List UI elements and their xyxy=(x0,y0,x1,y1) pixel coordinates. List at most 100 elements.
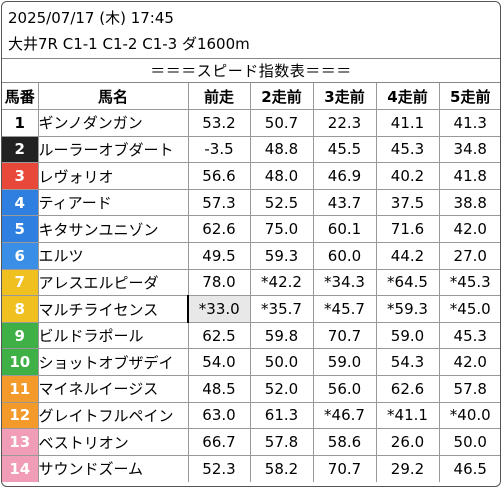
horse-number: 2 xyxy=(2,136,39,164)
table-row: 13 ベストリオン 66.7 57.8 58.6 26.0 50.0 xyxy=(2,428,500,456)
speed-index-cell: 54.0 xyxy=(188,348,251,377)
speed-index-cell: 45.3 xyxy=(439,322,500,350)
horse-name: ギンノダンガン xyxy=(38,109,189,137)
speed-index-cell: 50.0 xyxy=(439,428,500,456)
col-header-5-races-ago: 5走前 xyxy=(439,83,500,111)
race-info: 大井7R C1-1 C1-2 C1-3 ダ1600m xyxy=(8,35,250,53)
speed-index-cell: 63.0 xyxy=(188,402,251,430)
speed-index-cell: *41.1 xyxy=(376,402,440,430)
horse-name: マルチライセンス xyxy=(38,295,189,323)
speed-index-cell: 52.5 xyxy=(250,189,314,217)
horse-number: 9 xyxy=(2,322,39,350)
speed-index-cell: 50.7 xyxy=(250,109,314,137)
speed-index-cell: 52.0 xyxy=(250,375,314,403)
speed-index-cell: -3.5 xyxy=(188,136,251,164)
horse-number: 12 xyxy=(2,402,39,430)
table-row: 3 レヴォリオ 56.6 48.0 46.9 40.2 41.8 xyxy=(2,162,500,190)
horse-name: グレイトフルペイン xyxy=(38,402,189,430)
table-row: 1 ギンノダンガン 53.2 50.7 22.3 41.1 41.3 xyxy=(2,109,500,137)
speed-index-cell: 40.2 xyxy=(376,162,440,190)
speed-index-cell: 61.3 xyxy=(250,402,314,430)
table-title: ＝＝＝スピード指数表＝＝＝ xyxy=(2,59,500,83)
horse-name: ショットオブザデイ xyxy=(38,348,189,377)
speed-index-cell: 38.8 xyxy=(439,189,500,217)
divider xyxy=(2,58,500,59)
speed-index-cell: 27.0 xyxy=(439,242,500,270)
speed-index-cell: 57.8 xyxy=(439,375,500,403)
horse-number: 7 xyxy=(2,269,39,297)
speed-index-cell: 58.2 xyxy=(250,455,314,482)
speed-index-cell: 57.3 xyxy=(188,189,251,217)
horse-name: アレスエルピーダ xyxy=(38,269,189,297)
speed-index-cell: 46.9 xyxy=(313,162,377,190)
speed-index-cell: *45.3 xyxy=(439,269,500,297)
speed-index-cell: *35.7 xyxy=(250,295,314,323)
col-header-number: 馬番 xyxy=(2,83,39,111)
speed-index-cell: 78.0 xyxy=(188,269,251,297)
horse-name: ルーラーオブダート xyxy=(38,136,189,164)
speed-index-cell: 43.7 xyxy=(313,189,377,217)
speed-index-cell: 29.2 xyxy=(376,455,440,482)
horse-name: レヴォリオ xyxy=(38,162,189,190)
horse-name: エルツ xyxy=(38,242,189,270)
horse-name: ビルドラポール xyxy=(38,322,189,350)
speed-index-cell: 26.0 xyxy=(376,428,440,456)
speed-index-cell: 75.0 xyxy=(250,215,314,244)
speed-index-cell: 37.5 xyxy=(376,189,440,217)
horse-number: 8 xyxy=(2,295,39,323)
table-row: 7 アレスエルピーダ 78.0 *42.2 *34.3 *64.5 *45.3 xyxy=(2,269,500,297)
table-row: 14 サウンドズーム 52.3 58.2 70.7 29.2 46.5 xyxy=(2,455,500,482)
table-row: 8 マルチライセンス *33.0 *35.7 *45.7 *59.3 *45.0 xyxy=(2,295,500,323)
table-row: 9 ビルドラポール 62.5 59.8 70.7 59.0 45.3 xyxy=(2,322,500,350)
col-header-2-races-ago: 2走前 xyxy=(250,83,314,111)
speed-index-cell: *34.3 xyxy=(313,269,377,297)
speed-index-cell: 41.3 xyxy=(439,109,500,137)
speed-index-cell: 71.6 xyxy=(376,215,440,244)
speed-index-cell: *40.0 xyxy=(439,402,500,430)
speed-index-cell: 60.0 xyxy=(313,242,377,270)
speed-index-cell: *45.0 xyxy=(439,295,500,323)
speed-index-cell: 53.2 xyxy=(188,109,251,137)
col-header-3-races-ago: 3走前 xyxy=(313,83,377,111)
speed-index-cell: 62.6 xyxy=(376,375,440,403)
speed-index-cell: 41.1 xyxy=(376,109,440,137)
speed-index-cell: 70.7 xyxy=(313,322,377,350)
table-row: 12 グレイトフルペイン 63.0 61.3 *46.7 *41.1 *40.0 xyxy=(2,402,500,430)
speed-index-cell: 42.0 xyxy=(439,215,500,244)
speed-index-cell: 58.6 xyxy=(313,428,377,456)
speed-index-cell: 48.8 xyxy=(250,136,314,164)
horse-name: ベストリオン xyxy=(38,428,189,456)
table-header-row: 馬番 馬名 前走 2走前 3走前 4走前 5走前 xyxy=(2,83,500,111)
speed-index-cell: 45.5 xyxy=(313,136,377,164)
table-row: 10 ショットオブザデイ 54.0 50.0 59.0 54.3 42.0 xyxy=(2,348,500,377)
horse-number: 5 xyxy=(2,215,39,244)
horse-name: マイネルイージス xyxy=(38,375,189,403)
speed-index-cell: 46.5 xyxy=(453,459,487,478)
speed-index-cell: 45.3 xyxy=(376,136,440,164)
speed-index-cell: *46.7 xyxy=(313,402,377,430)
horse-number: 6 xyxy=(2,242,39,270)
speed-index-cell: 59.3 xyxy=(250,242,314,270)
horse-name: サウンドズーム xyxy=(38,455,189,482)
speed-index-cell: 57.8 xyxy=(250,428,314,456)
table-row: 4 ティアード 57.3 52.5 43.7 37.5 38.8 xyxy=(2,189,500,217)
speed-index-cell-highlighted: *33.0 xyxy=(187,295,251,323)
speed-index-cell: 62.5 xyxy=(188,322,251,350)
speed-index-cell: *45.7 xyxy=(313,295,377,323)
speed-index-cell: 59.0 xyxy=(376,322,440,350)
speed-index-cell: 66.7 xyxy=(188,428,251,456)
speed-index-cell: 22.3 xyxy=(313,109,377,137)
speed-index-cell: 44.2 xyxy=(376,242,440,270)
speed-index-cell: 48.0 xyxy=(250,162,314,190)
col-header-4-races-ago: 4走前 xyxy=(376,83,440,111)
speed-index-cell: 42.0 xyxy=(439,348,500,377)
speed-index-cell: 34.8 xyxy=(439,136,500,164)
speed-index-cell: *64.5 xyxy=(376,269,440,297)
speed-index-cell: 52.3 xyxy=(188,455,251,482)
speed-index-cell: *42.2 xyxy=(250,269,314,297)
race-datetime: 2025/07/17 (木) 17:45 xyxy=(8,9,174,27)
col-header-last-race: 前走 xyxy=(188,83,251,111)
table-row: 2 ルーラーオブダート -3.5 48.8 45.5 45.3 34.8 xyxy=(2,136,500,164)
speed-index-cell: 60.1 xyxy=(313,215,377,244)
